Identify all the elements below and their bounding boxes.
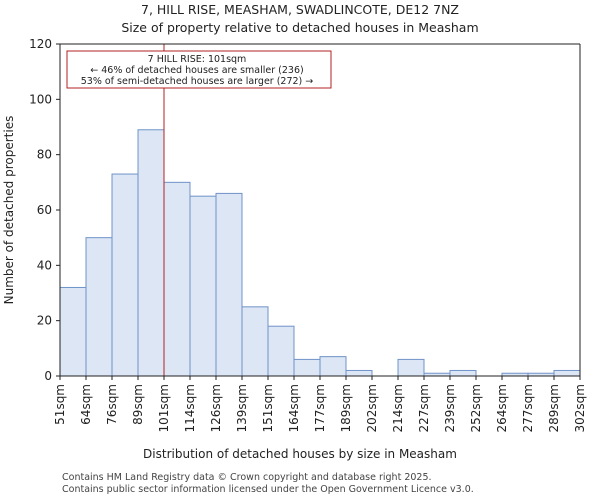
x-tick-label-139sqm: 139sqm <box>235 384 249 432</box>
y-tick-label-100: 100 <box>29 92 52 106</box>
chart-title-line1: 7, HILL RISE, MEASHAM, SWADLINCOTE, DE12… <box>141 2 459 17</box>
bar-164sqm <box>293 358 321 377</box>
x-tick-label-64sqm: 64sqm <box>79 384 93 425</box>
y-tick-label-0: 0 <box>44 369 52 383</box>
x-tick-label-252sqm: 252sqm <box>469 384 483 432</box>
y-tick-label-120: 120 <box>29 37 52 51</box>
x-tick-label-164sqm: 164sqm <box>287 384 301 432</box>
bar-189sqm <box>345 369 373 377</box>
bar-114sqm <box>189 195 217 377</box>
x-tick-label-239sqm: 239sqm <box>443 384 457 432</box>
x-tick-label-264sqm: 264sqm <box>495 384 509 432</box>
x-tick-label-76sqm: 76sqm <box>105 384 119 425</box>
x-tick-label-202sqm: 202sqm <box>365 384 379 432</box>
bar-239sqm <box>449 369 477 377</box>
bars-group <box>59 129 581 377</box>
y-tick-label-20: 20 <box>37 314 52 328</box>
bar-139sqm <box>241 306 269 377</box>
x-tick-label-114sqm: 114sqm <box>183 384 197 432</box>
x-tick-label-126sqm: 126sqm <box>209 384 223 432</box>
annotation-border <box>66 50 332 89</box>
annotation-line3: 53% of semi-detached houses are larger (… <box>81 76 314 87</box>
x-tick-label-151sqm: 151sqm <box>261 384 275 432</box>
y-tick-label-40: 40 <box>37 258 52 272</box>
bar-101sqm <box>163 181 191 377</box>
bar-64sqm <box>85 237 113 377</box>
x-tick-label-89sqm: 89sqm <box>131 384 145 425</box>
bar-89sqm <box>137 129 165 377</box>
y-tick-label-80: 80 <box>37 148 52 162</box>
bar-76sqm <box>111 173 139 377</box>
bar-214sqm <box>397 358 425 377</box>
x-tick-label-177sqm: 177sqm <box>313 384 327 432</box>
bar-289sqm <box>553 369 581 377</box>
chart-title-line2: Size of property relative to detached ho… <box>121 20 478 35</box>
bar-51sqm <box>59 286 87 377</box>
x-tick-label-277sqm: 277sqm <box>521 384 535 432</box>
x-tick-label-302sqm: 302sqm <box>573 384 587 432</box>
y-tick-label-60: 60 <box>37 203 52 217</box>
x-ticks: 51sqm 64sqm 76sqm 89sqm 101sqm 114sqm 126sqm 13… <box>53 376 587 432</box>
annotation-line2: ← 46% of detached houses are smaller (23… <box>90 65 303 76</box>
footer-line2: Contains public sector information licen… <box>62 484 474 495</box>
x-tick-label-189sqm: 189sqm <box>339 384 353 432</box>
x-tick-label-51sqm: 51sqm <box>53 384 67 425</box>
annotation-line1: 7 HILL RISE: 101sqm <box>148 54 247 65</box>
x-tick-label-227sqm: 227sqm <box>417 384 431 432</box>
x-tick-label-214sqm: 214sqm <box>391 384 405 432</box>
annotation-box: 7 HILL RISE: 101sqm ← 46% of detached ho… <box>66 50 332 89</box>
x-axis-label: Distribution of detached houses by size … <box>143 447 457 461</box>
bar-126sqm <box>215 192 243 377</box>
x-tick-label-101sqm: 101sqm <box>157 384 171 432</box>
x-tick-label-289sqm: 289sqm <box>547 384 561 432</box>
footer-line1: Contains HM Land Registry data © Crown c… <box>62 472 432 483</box>
y-axis-label: Number of detached properties <box>2 116 16 305</box>
y-ticks: 0 20 40 60 80 100 120 <box>29 37 60 383</box>
bar-177sqm <box>319 356 347 377</box>
bar-151sqm <box>267 325 295 377</box>
